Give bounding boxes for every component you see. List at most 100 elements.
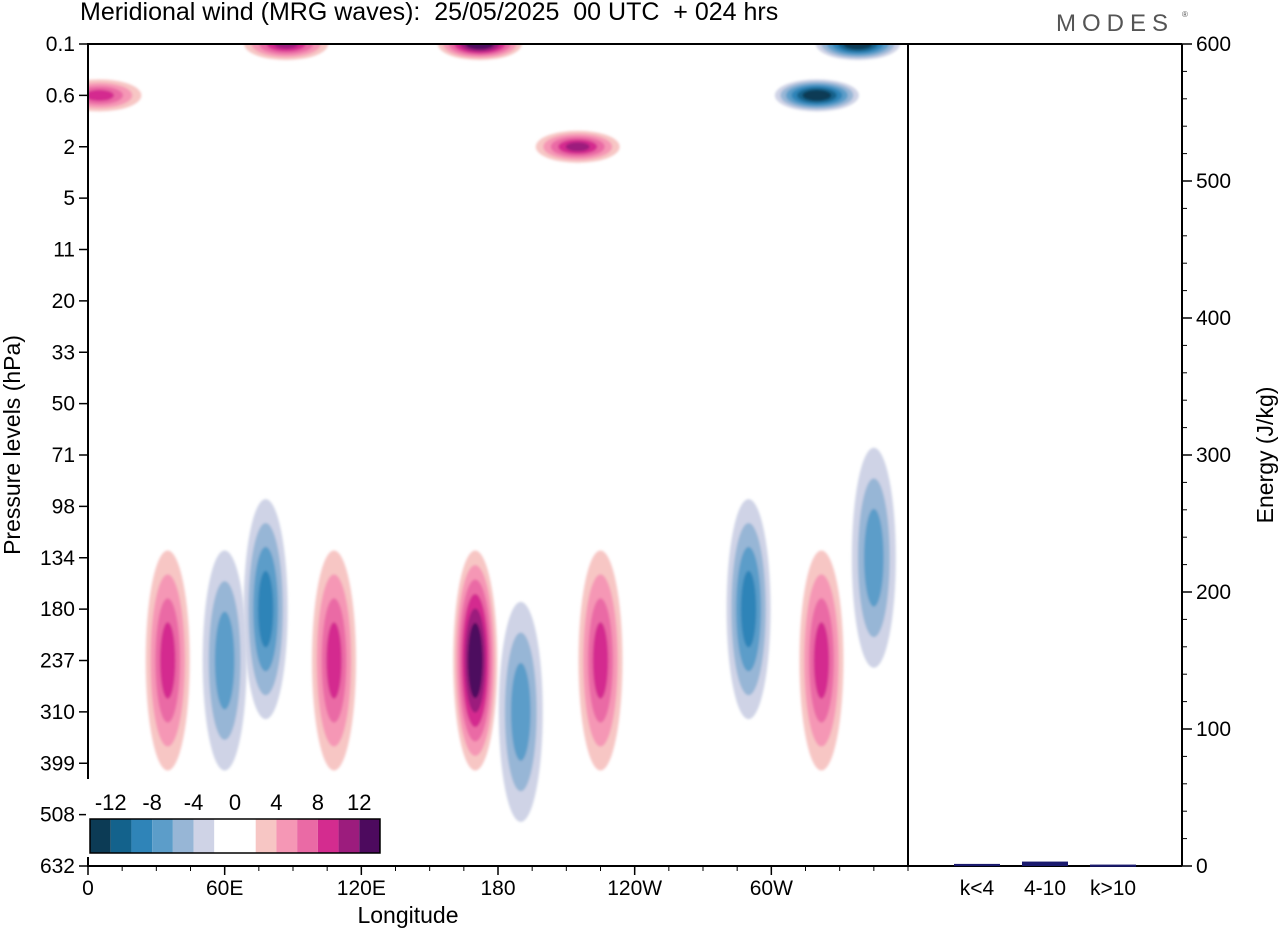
colorbar-swatch [297,819,318,853]
contour-band [592,622,609,699]
y-tick-label: 5 [63,187,75,210]
colorbar-swatch [255,819,277,853]
energy-category-label: 4-10 [1024,877,1066,900]
y-tick-label: 632 [40,855,75,878]
wind-anomaly-10 [851,447,896,668]
energy-tick-label: 300 [1196,444,1231,467]
y-tick-label: 310 [40,701,75,724]
x-tick-label: 60W [750,877,793,900]
longitude-axis: 0 60E 120E 180 120W 60W Longitude [82,866,909,928]
energy-panel: 0 100 200 300 400 500 600 Energy (J/kg) k<4 4-10 k… [908,33,1278,900]
contour-band [864,508,884,607]
colorbar-swatch [90,819,111,853]
energy-tick-label: 200 [1196,581,1231,604]
wind-anomaly-1 [145,550,190,771]
contour-band [214,611,235,710]
contour-band [510,662,531,761]
y-tick-label: 134 [40,547,75,570]
wind-anomaly-15 [815,44,900,60]
energy-tick-label: 0 [1196,855,1208,878]
wind-anomaly-6 [498,601,543,822]
x-tick-label: 120W [607,877,662,900]
colorbar-swatch [172,819,194,853]
x-tick-label: 180 [480,877,515,900]
x-axis-title: Longitude [357,902,458,928]
contour-band [470,637,480,684]
energy-axis-title: Energy (J/kg) [1252,387,1278,524]
contour-band [160,622,176,699]
x-tick-label: 60E [206,877,243,900]
colorbar-label: 12 [347,790,371,815]
wind-anomaly-0 [88,79,142,112]
wind-anomaly-3 [243,499,288,720]
colorbar-swatch [214,819,235,853]
energy-tick-label: 600 [1196,33,1231,56]
y-tick-label: 0.1 [46,33,75,56]
colorbar-label: 4 [270,790,282,815]
energy-bar [1090,864,1136,867]
contour-band [326,622,342,699]
y-tick-label: 33 [52,341,75,364]
energy-bar [1022,861,1068,866]
wind-anomaly-11 [244,44,329,60]
wind-field [88,44,900,822]
colorbar-label: 8 [312,790,324,815]
colorbar-swatch [317,819,339,853]
y-tick-label: 20 [52,290,75,313]
energy-bar [954,863,1000,867]
colorbar-swatch [152,819,173,853]
energy-tick-label: 100 [1196,718,1231,741]
contour-band [740,570,757,648]
colorbar-label: 0 [229,790,241,815]
contour-band [274,44,299,49]
colorbar-swatch [193,819,215,853]
y-tick-label: 2 [63,136,75,159]
y-tick-label: 180 [40,598,75,621]
y-tick-label: 98 [52,495,75,518]
colorbar-border [89,818,381,854]
y-tick-label: 71 [52,444,75,467]
colorbar-swatch [338,819,360,853]
chart-title: Meridional wind (MRG waves): 25/05/2025 … [80,0,779,26]
y-tick-label: 0.6 [46,84,75,107]
contour-band [808,91,826,99]
y-tick-label: 11 [53,239,75,262]
y-tick-label: 50 [52,393,75,416]
colorbar-swatch [131,819,153,853]
x-tick-label: 120E [337,877,386,900]
contour-band [88,89,114,101]
colorbar-label: -4 [184,790,204,815]
contour-band [565,142,590,152]
energy-category-label: k>10 [1090,877,1136,900]
contour-band [813,622,830,699]
brand-registered-mark: ® [1182,10,1188,19]
wind-anomaly-5 [453,550,498,771]
y-tick-label: 237 [40,650,75,673]
y-tick-label: 399 [40,752,75,775]
wind-anomaly-2 [202,550,247,771]
x-tick-label: 0 [82,877,94,900]
wind-anomaly-13 [535,130,620,163]
colorbar-swatch [359,819,380,853]
contour-band [257,570,274,648]
wind-anomaly-4 [312,550,356,771]
wind-anomaly-7 [578,550,623,771]
colorbar-label: -12 [95,790,127,815]
y-tick-label: 508 [40,804,75,827]
wind-anomaly-8 [726,499,771,720]
y-axis-title: Pressure levels (hPa) [0,335,25,555]
wind-anomaly-14 [774,79,859,112]
energy-tick-label: 500 [1196,170,1231,193]
colorbar-swatch [110,819,132,853]
energy-category-label: k<4 [960,877,995,900]
brand-logo: MODES [1056,10,1175,37]
colorbar-swatch [276,819,298,853]
colorbar: -12 -8 -4 0 4 8 12 [86,779,384,857]
pressure-axis: 0.1 0.6 2 5 11 20 33 50 71 98 134 180 237 310 399 508 63… [0,33,88,878]
colorbar-label: -8 [142,790,162,815]
wind-anomaly-9 [799,550,844,771]
wind-anomaly-12 [437,44,522,60]
colorbar-swatch [235,819,256,853]
energy-tick-label: 400 [1196,307,1231,330]
